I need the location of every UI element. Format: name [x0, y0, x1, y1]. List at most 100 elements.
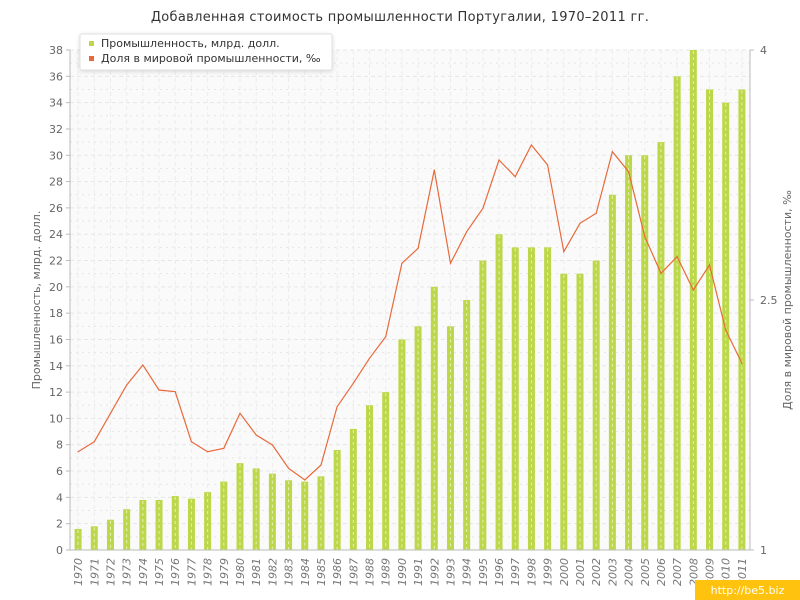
y-tick-label-left: 30: [49, 149, 63, 162]
y-tick-label-left: 4: [56, 491, 63, 504]
line-point: [287, 467, 290, 469]
y-tick-label-left: 28: [49, 176, 63, 189]
y-tick-label-right: 1: [760, 544, 767, 557]
x-tick-label: 2009: [704, 558, 717, 586]
x-tick-label: 2006: [655, 558, 668, 586]
y-axis-title-right: Доля в мировой промышленности, ‰: [781, 190, 794, 410]
watermark[interactable]: http://be5.biz: [695, 580, 800, 600]
x-tick-label: 1987: [347, 558, 360, 586]
y-tick-label-left: 34: [49, 97, 63, 110]
x-tick-label: 2002: [590, 558, 603, 586]
legend-swatch: [89, 56, 94, 61]
line-point: [676, 256, 678, 258]
x-tick-label: 2001: [574, 558, 587, 586]
x-tick-label: 1979: [218, 558, 231, 586]
y-tick-label-left: 2: [56, 518, 63, 531]
bar: [317, 476, 325, 550]
line-point: [660, 272, 662, 274]
line-point: [223, 447, 225, 449]
line-point: [320, 464, 322, 466]
x-tick-label: 1976: [169, 558, 182, 586]
x-tick-label: 2011: [736, 558, 749, 586]
chart-title: Добавленная стоимость промышленности Пор…: [150, 10, 650, 25]
legend-label: Промышленность, млрд. долл.: [101, 37, 280, 50]
y-tick-label-left: 16: [49, 333, 63, 346]
line-point: [725, 329, 727, 331]
line-point: [174, 391, 176, 393]
line-point: [109, 412, 112, 414]
x-tick-label: 2008: [687, 558, 700, 586]
bar: [366, 405, 374, 550]
y-tick-label-left: 10: [49, 412, 63, 425]
line-point: [611, 151, 613, 153]
y-axis-title-left: Промышленность, млрд. долл.: [30, 211, 43, 390]
line-point: [368, 357, 371, 359]
x-tick-label: 1996: [493, 558, 506, 586]
line-point: [190, 441, 193, 443]
x-tick-label: 1994: [461, 558, 474, 586]
line-point: [239, 412, 241, 414]
x-tick-label: 1971: [88, 558, 101, 586]
x-tick-label: 2010: [720, 558, 733, 586]
y-tick-label-left: 18: [49, 307, 63, 320]
line-point: [595, 212, 597, 214]
bar: [252, 468, 260, 550]
bar: [657, 142, 665, 550]
y-tick-label-left: 24: [49, 228, 63, 241]
bar: [463, 300, 471, 550]
x-tick-label: 2000: [558, 558, 571, 586]
line-point: [498, 159, 500, 161]
y-tick-label-left: 32: [49, 123, 63, 136]
line-point: [304, 479, 306, 481]
x-tick-label: 1978: [202, 558, 215, 586]
x-tick-label: 1980: [234, 558, 247, 586]
legend: Промышленность, млрд. долл. Доля в мирово…: [79, 33, 333, 71]
y-tick-label-left: 22: [49, 255, 63, 268]
y-tick-label-left: 8: [56, 439, 63, 452]
bar: [641, 155, 649, 550]
line-point: [741, 362, 743, 364]
x-tick-label: 1997: [509, 558, 522, 586]
x-tick-label: 1975: [153, 558, 166, 586]
bar: [349, 428, 357, 550]
x-tick-label: 1972: [104, 558, 117, 586]
x-tick-label: 1992: [428, 558, 441, 586]
bar: [576, 273, 584, 550]
x-tick-label: 2004: [623, 558, 636, 586]
line-point: [385, 336, 387, 338]
legend-swatch: [89, 41, 94, 46]
y-tick-label-left: 36: [49, 70, 63, 83]
line-point: [466, 231, 468, 233]
bar: [285, 480, 293, 550]
bar: [560, 273, 568, 550]
x-tick-label: 1973: [121, 558, 134, 586]
bar: [74, 528, 82, 550]
x-tick-label: 1983: [283, 558, 296, 586]
line-point: [77, 451, 79, 453]
line-point: [271, 444, 273, 446]
x-tick-label: 1985: [315, 558, 328, 586]
line-point: [530, 144, 533, 146]
y-tick-label-left: 6: [56, 465, 63, 478]
x-tick-label: 1982: [266, 558, 279, 586]
x-tick-label: 1999: [542, 558, 555, 586]
line-point: [692, 289, 694, 291]
line-point: [433, 169, 435, 171]
bar: [90, 526, 98, 550]
y-tick-label-left: 26: [49, 202, 63, 215]
bar: [301, 481, 309, 550]
bar: [430, 286, 438, 550]
line-point: [563, 251, 565, 253]
bar: [625, 155, 633, 550]
x-tick-label: 1970: [72, 558, 85, 586]
y-tick-label-left: 14: [49, 360, 63, 373]
line-point: [482, 207, 484, 209]
line-point: [401, 262, 403, 264]
line-point: [644, 236, 646, 238]
x-tick-label: 1981: [250, 558, 263, 586]
bar: [479, 260, 487, 550]
x-tick-label: 1974: [137, 558, 150, 586]
x-tick-label: 1993: [444, 558, 457, 586]
x-tick-label: 1995: [477, 558, 490, 586]
line-point: [417, 247, 419, 249]
